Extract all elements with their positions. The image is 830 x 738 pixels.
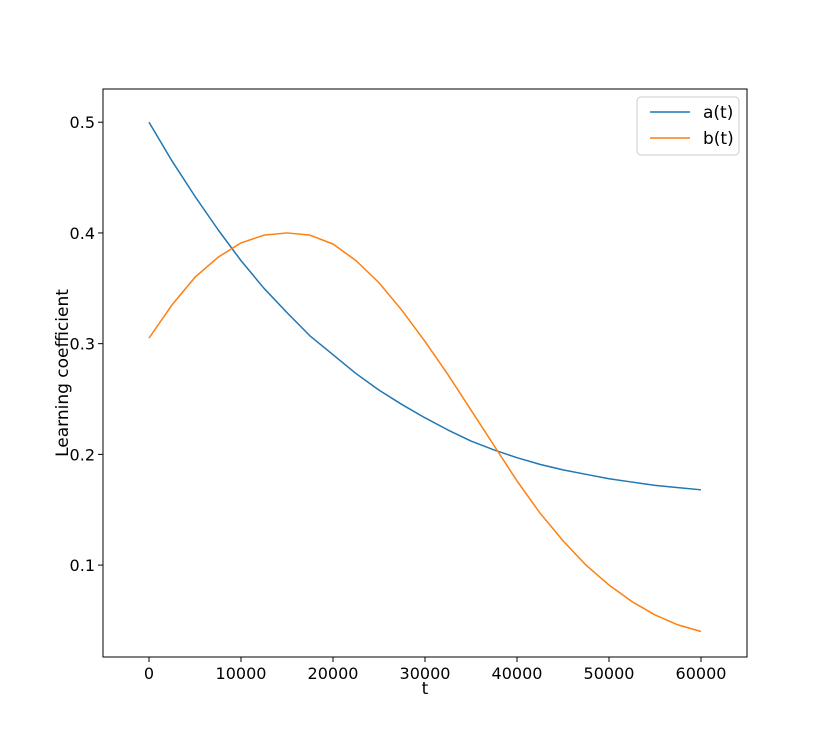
x-tick-label: 60000 bbox=[676, 664, 727, 683]
legend: a(t) b(t) bbox=[636, 96, 740, 156]
x-tick-label: 30000 bbox=[400, 664, 451, 683]
y-tick-label: 0.2 bbox=[70, 445, 95, 464]
plot-area bbox=[102, 88, 748, 658]
y-axis-label: Learning coefficient bbox=[53, 289, 73, 457]
x-axis-label: t bbox=[422, 679, 429, 699]
series-line-b bbox=[148, 232, 702, 633]
y-axis-ticks: 0.1 0.2 0.3 0.4 0.5 bbox=[70, 113, 103, 575]
y-tick-label: 0.1 bbox=[70, 556, 95, 575]
x-tick-label: 10000 bbox=[216, 664, 267, 683]
x-axis-ticks: 0 10000 20000 30000 40000 50000 60000 bbox=[144, 657, 727, 683]
y-tick-label: 0.3 bbox=[70, 335, 95, 354]
y-tick-label: 0.5 bbox=[70, 113, 95, 132]
x-tick-label: 0 bbox=[144, 664, 154, 683]
legend-label-a: a(t) bbox=[703, 103, 733, 123]
x-tick-label: 50000 bbox=[584, 664, 635, 683]
x-tick-label: 20000 bbox=[308, 664, 359, 683]
series-line-a bbox=[148, 121, 702, 491]
y-tick-label: 0.4 bbox=[70, 224, 95, 243]
x-tick-label: 40000 bbox=[492, 664, 543, 683]
series-lines bbox=[148, 121, 702, 633]
legend-label-b: b(t) bbox=[703, 129, 734, 149]
